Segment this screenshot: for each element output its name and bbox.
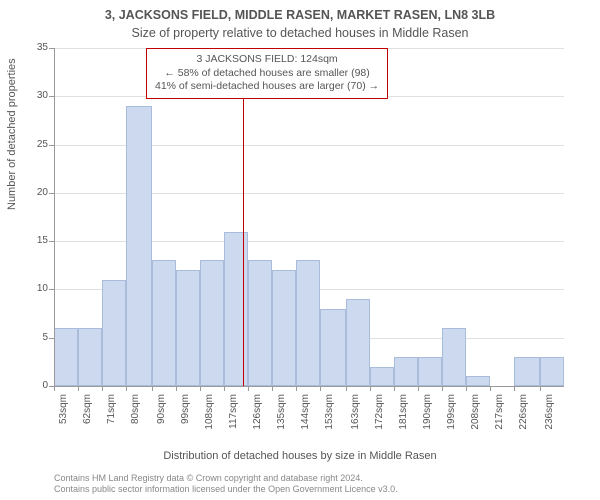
x-tick-mark [224, 386, 225, 391]
x-tick-label: 135sqm [276, 394, 287, 436]
histogram-bar [176, 270, 200, 386]
x-tick-label: 163sqm [350, 394, 361, 436]
histogram-bar [320, 309, 347, 386]
x-tick-mark [54, 386, 55, 391]
histogram-bar [442, 328, 466, 386]
y-tick-label: 10 [28, 283, 48, 294]
x-tick-mark [272, 386, 273, 391]
x-tick-label: 190sqm [422, 394, 433, 436]
x-tick-label: 53sqm [58, 394, 69, 436]
page-subtitle: Size of property relative to detached ho… [0, 22, 600, 40]
y-tick-label: 5 [28, 332, 48, 343]
y-axis-line [54, 48, 55, 386]
annotation-line1: 3 JACKSONS FIELD: 124sqm [155, 53, 379, 67]
x-tick-mark [320, 386, 321, 391]
x-tick-label: 226sqm [518, 394, 529, 436]
histogram-bar [224, 232, 248, 387]
x-tick-mark [296, 386, 297, 391]
histogram-bar [126, 106, 153, 386]
y-tick-label: 0 [28, 380, 48, 391]
reference-annotation: 3 JACKSONS FIELD: 124sqm ← 58% of detach… [146, 48, 388, 99]
y-tick-label: 25 [28, 139, 48, 150]
x-tick-label: 208sqm [470, 394, 481, 436]
histogram-bar [346, 299, 370, 386]
x-tick-label: 80sqm [130, 394, 141, 436]
x-tick-mark [394, 386, 395, 391]
x-tick-mark [442, 386, 443, 391]
histogram-bar [200, 260, 224, 386]
x-tick-label: 71sqm [106, 394, 117, 436]
footer-line1: Contains HM Land Registry data © Crown c… [54, 473, 398, 485]
page-title: 3, JACKSONS FIELD, MIDDLE RASEN, MARKET … [0, 0, 600, 22]
x-tick-mark [152, 386, 153, 391]
x-tick-mark [514, 386, 515, 391]
histogram-bar [54, 328, 78, 386]
x-tick-mark [176, 386, 177, 391]
x-tick-label: 117sqm [228, 394, 239, 436]
x-tick-label: 172sqm [374, 394, 385, 436]
annotation-line3: 41% of semi-detached houses are larger (… [155, 80, 379, 94]
x-tick-mark [126, 386, 127, 391]
x-tick-mark [490, 386, 491, 391]
histogram-bar [540, 357, 564, 386]
histogram-bar [514, 357, 541, 386]
histogram-bar [296, 260, 320, 386]
x-tick-mark [200, 386, 201, 391]
histogram-bar [248, 260, 272, 386]
x-tick-mark [248, 386, 249, 391]
histogram-bar [102, 280, 126, 386]
x-tick-label: 217sqm [494, 394, 505, 436]
x-tick-label: 108sqm [204, 394, 215, 436]
y-tick-label: 20 [28, 187, 48, 198]
x-axis-label: Distribution of detached houses by size … [0, 450, 600, 462]
x-tick-label: 126sqm [252, 394, 263, 436]
footer-attribution: Contains HM Land Registry data © Crown c… [54, 473, 398, 496]
histogram-bar [418, 357, 442, 386]
y-axis-label: Number of detached properties [6, 58, 18, 210]
x-tick-mark [346, 386, 347, 391]
x-tick-label: 236sqm [544, 394, 555, 436]
x-tick-mark [78, 386, 79, 391]
x-tick-mark [540, 386, 541, 391]
x-tick-mark [418, 386, 419, 391]
histogram-bar [272, 270, 296, 386]
histogram-bar [394, 357, 418, 386]
y-tick-label: 35 [28, 42, 48, 53]
footer-line2: Contains public sector information licen… [54, 484, 398, 496]
histogram-bar [78, 328, 102, 386]
histogram-bar [370, 367, 394, 386]
y-tick-label: 30 [28, 90, 48, 101]
x-tick-label: 62sqm [82, 394, 93, 436]
x-tick-mark [370, 386, 371, 391]
y-tick-label: 15 [28, 235, 48, 246]
x-tick-label: 199sqm [446, 394, 457, 436]
x-tick-mark [102, 386, 103, 391]
histogram-bar [152, 260, 176, 386]
annotation-line2: ← 58% of detached houses are smaller (98… [155, 67, 379, 81]
x-tick-label: 144sqm [300, 394, 311, 436]
x-tick-label: 90sqm [156, 394, 167, 436]
x-tick-mark [466, 386, 467, 391]
x-axis-line [54, 386, 564, 387]
histogram-bar [466, 376, 490, 386]
x-tick-label: 181sqm [398, 394, 409, 436]
x-tick-label: 99sqm [180, 394, 191, 436]
x-tick-label: 153sqm [324, 394, 335, 436]
